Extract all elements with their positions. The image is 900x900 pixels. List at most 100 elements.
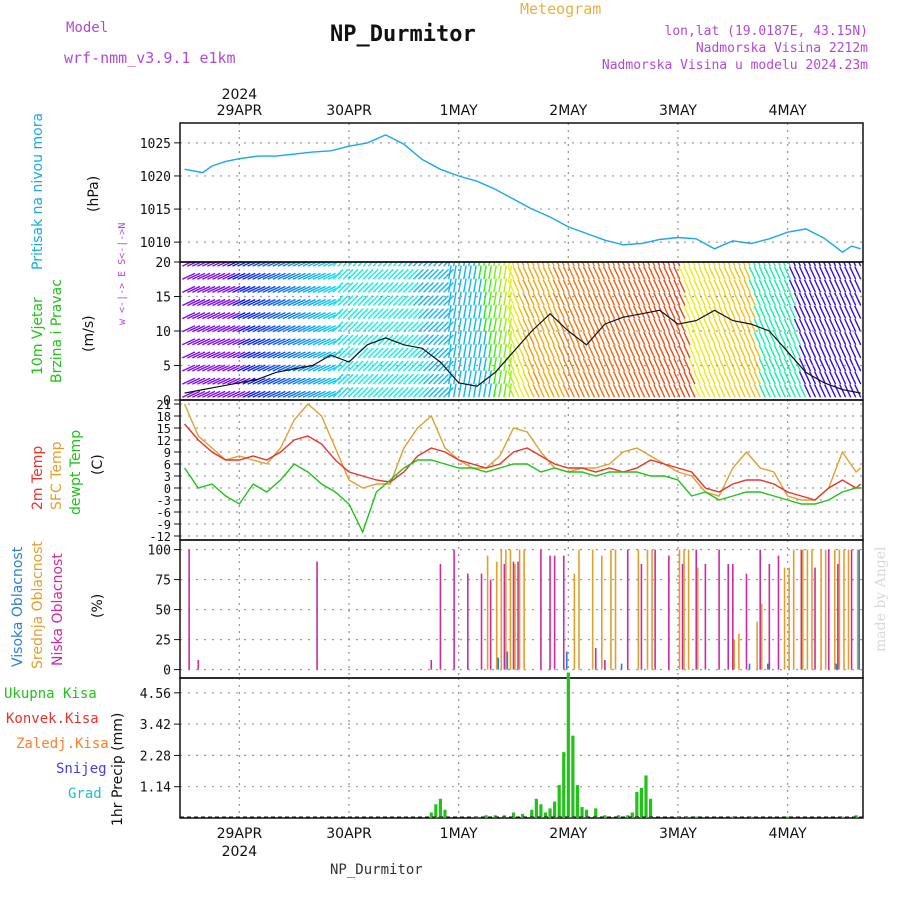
wind-arrow bbox=[813, 331, 822, 346]
wind-arrow bbox=[567, 292, 575, 306]
wind-arrow bbox=[212, 338, 226, 346]
wind-arrow bbox=[488, 291, 492, 306]
wind-arrow bbox=[572, 344, 580, 359]
wind-arrow bbox=[693, 266, 701, 280]
wind-arrow bbox=[577, 292, 585, 306]
wind-arrow bbox=[854, 358, 862, 372]
wind-arrow bbox=[818, 384, 827, 398]
wind-arrow bbox=[834, 305, 842, 319]
wind-arrow bbox=[803, 358, 812, 372]
wind-arrow bbox=[607, 279, 616, 293]
chart-title: NP_Durmitor bbox=[330, 22, 476, 47]
wind-arrow bbox=[633, 384, 641, 398]
wind-arrow bbox=[367, 281, 379, 293]
wind-arrow bbox=[712, 262, 716, 267]
wind-arrow bbox=[282, 390, 296, 398]
wind-arrow bbox=[713, 384, 721, 398]
wind-arrow bbox=[247, 325, 261, 333]
wind-arrow bbox=[522, 305, 530, 319]
wind-arrow bbox=[493, 330, 497, 345]
wind-arrow bbox=[587, 305, 596, 319]
wind-arrow bbox=[557, 279, 565, 293]
wind-arrow bbox=[708, 344, 716, 359]
wind-arrow bbox=[586, 262, 590, 267]
wind-arrow bbox=[357, 360, 369, 372]
wind-arrow bbox=[443, 262, 449, 267]
wind-arrow bbox=[337, 360, 349, 372]
precip-tick-label: 2.28 bbox=[140, 749, 171, 764]
wind-arrow bbox=[457, 317, 462, 332]
wind-arrow bbox=[197, 390, 211, 398]
wind-arrow bbox=[507, 358, 515, 372]
wind-arrow bbox=[197, 377, 211, 385]
wind-arrow bbox=[572, 318, 580, 332]
wind-arrow bbox=[192, 338, 206, 346]
wind-arrow bbox=[498, 330, 503, 345]
precip-bar bbox=[644, 775, 648, 818]
wind-arrow bbox=[503, 370, 508, 385]
wind-arrow bbox=[723, 358, 731, 372]
wind-arrow bbox=[798, 266, 807, 280]
wind-arrow bbox=[813, 358, 822, 372]
wind-arrow bbox=[582, 358, 590, 372]
wind-arrow bbox=[693, 344, 701, 359]
wind-arrow bbox=[778, 266, 786, 280]
dewpt-line bbox=[184, 459, 861, 534]
wind-arrow bbox=[638, 384, 646, 398]
wind-arrow bbox=[222, 312, 236, 320]
wind-arrow bbox=[382, 281, 394, 293]
wind-arrow bbox=[302, 298, 316, 307]
wind-arrow bbox=[562, 318, 570, 332]
wind-arrow bbox=[317, 377, 331, 385]
wind-arrow bbox=[337, 321, 349, 333]
wind-arrow bbox=[428, 347, 439, 359]
wind-arrow bbox=[357, 321, 369, 333]
wind-arrow bbox=[628, 318, 636, 332]
wind-arrow bbox=[332, 281, 344, 293]
precip-bar bbox=[530, 809, 534, 818]
wind-arrow bbox=[447, 330, 452, 345]
wind-arrow bbox=[793, 331, 802, 346]
wind-arrow bbox=[542, 292, 550, 306]
wind-arrow bbox=[778, 292, 786, 306]
wind-arrow bbox=[743, 266, 751, 280]
wind-arrow bbox=[622, 371, 631, 385]
wind-arrow bbox=[854, 292, 862, 306]
wind-arrow bbox=[493, 262, 496, 267]
wind-arrow bbox=[602, 384, 611, 398]
wind-arrow bbox=[773, 266, 781, 280]
wind-arrow bbox=[187, 338, 201, 346]
wind-arrow bbox=[227, 338, 241, 346]
wind-arrow bbox=[723, 384, 731, 398]
wind-arrow bbox=[572, 292, 580, 306]
wind-arrow bbox=[377, 262, 384, 267]
cloud-tick-label: 25 bbox=[155, 634, 171, 649]
wind-arrow bbox=[587, 371, 596, 385]
wind-arrow bbox=[352, 262, 359, 267]
wind-arrow bbox=[653, 305, 661, 319]
precip-bar bbox=[438, 798, 443, 818]
wind-arrow bbox=[829, 371, 837, 385]
wind-arrow bbox=[832, 262, 837, 267]
wind-arrow bbox=[262, 325, 276, 333]
wind-arrow bbox=[352, 360, 364, 372]
wind-arrow bbox=[337, 295, 349, 306]
wind-arrow bbox=[262, 390, 276, 398]
wind-arrow bbox=[778, 279, 786, 293]
wind-arrow bbox=[207, 298, 221, 307]
precip-bar bbox=[521, 813, 525, 818]
wind-arrow bbox=[778, 371, 786, 385]
wind-arrow bbox=[438, 347, 449, 359]
wind-arrow bbox=[572, 305, 580, 319]
wind-arrow bbox=[683, 371, 691, 385]
wind-arrow bbox=[217, 272, 231, 280]
wind-arrow bbox=[212, 390, 226, 398]
wind-arrow bbox=[612, 266, 621, 280]
wind-arrow bbox=[247, 298, 261, 307]
wind-arrow bbox=[753, 305, 761, 319]
wind-arrow bbox=[192, 262, 203, 267]
wind-arrow bbox=[252, 338, 266, 346]
wind-arrow bbox=[222, 285, 236, 293]
wind-arrow bbox=[783, 279, 791, 293]
lonlat-label: lon,lat (19.0187E, 43.15N) bbox=[664, 24, 869, 39]
